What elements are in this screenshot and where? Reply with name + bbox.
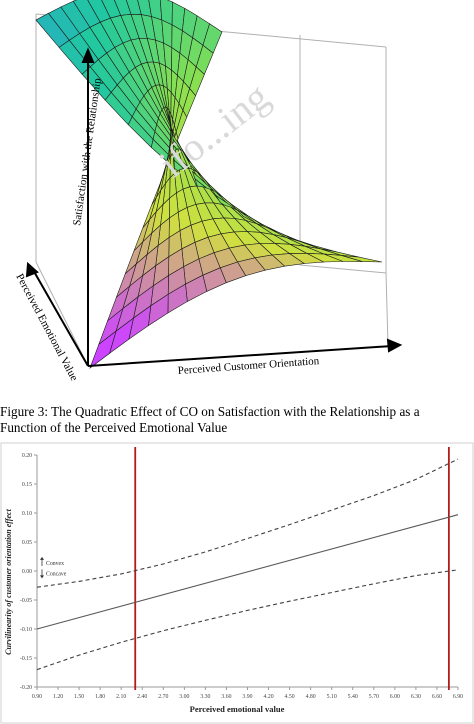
caption-line: Figure 3: The Quadratic Effect of CO on … bbox=[0, 404, 420, 419]
tick-labels: 0.20 0.15 0.10 0.05 0.00 -0.05 -0.10 -0.15 -0.20… bbox=[20, 453, 463, 700]
y-tick-label: 0.10 bbox=[22, 511, 32, 517]
caption-line: Function of the Perceived Emotional Valu… bbox=[0, 420, 228, 435]
y-axis-title: Curvilinearity of customer orientation e… bbox=[4, 508, 13, 654]
y-tick-label: 0.05 bbox=[22, 540, 32, 546]
x-axis-arrowhead bbox=[386, 338, 403, 353]
x-tick-label: 6.60 bbox=[432, 694, 442, 700]
y-tick-label: -0.15 bbox=[20, 656, 32, 662]
box-edge bbox=[35, 261, 89, 367]
y-tick-label: 0.15 bbox=[22, 482, 32, 488]
series-line-lower-bound bbox=[36, 569, 459, 671]
y-tick-label: -0.20 bbox=[20, 685, 32, 691]
x-tick-label: 1.50 bbox=[74, 694, 84, 700]
x-tick-label: 3.00 bbox=[179, 694, 189, 700]
x-tick-label: 5.40 bbox=[348, 694, 358, 700]
x-tick-label: 5.70 bbox=[369, 694, 379, 700]
x-tick-label: 3.60 bbox=[221, 694, 231, 700]
x-tick-label: 6.90 bbox=[453, 694, 463, 700]
arrowhead-icon bbox=[40, 556, 44, 560]
z-axis-arrowhead bbox=[81, 47, 95, 63]
x-tick-label: 5.10 bbox=[327, 694, 337, 700]
series-line-upper-bound bbox=[36, 458, 459, 588]
series-lines bbox=[36, 458, 459, 671]
series-line-estimate bbox=[36, 514, 459, 630]
curvilinearity-line-chart: 0.20 0.15 0.10 0.05 0.00 -0.05 -0.10 -0.15 -0.20… bbox=[0, 442, 474, 724]
x-tick-label: 2.70 bbox=[158, 694, 168, 700]
y-tick-label: 0.20 bbox=[22, 453, 32, 459]
x-tick-label: 2.40 bbox=[137, 694, 147, 700]
response-surface bbox=[35, 0, 383, 369]
x-axis-line bbox=[87, 345, 393, 367]
y-tick-label: 0.00 bbox=[22, 569, 32, 575]
x-tick-label: 4.80 bbox=[306, 694, 316, 700]
x-tick-label: 3.30 bbox=[200, 694, 210, 700]
x-axis-title: Perceived emotional value bbox=[190, 704, 285, 714]
x-tick-label: 1.80 bbox=[95, 694, 105, 700]
x-tick-label: 6.30 bbox=[411, 694, 421, 700]
annotation-label: Convex bbox=[46, 561, 64, 567]
x-tick-label: 4.20 bbox=[263, 694, 273, 700]
x-tick-label: 0.90 bbox=[32, 694, 42, 700]
x-tick-label: 6.00 bbox=[390, 694, 400, 700]
y-tick-label: -0.05 bbox=[20, 598, 32, 604]
surface-plot-figure: Satisfaction with the Relationship Perce… bbox=[13, 0, 403, 383]
x-tick-label: 4.50 bbox=[285, 694, 295, 700]
box-edge bbox=[385, 272, 389, 346]
arrowhead-icon bbox=[40, 575, 44, 579]
y-axis-arrowhead bbox=[25, 261, 39, 278]
axes-arrows bbox=[25, 47, 403, 367]
y-axis-label: Perceived Emotional Value bbox=[13, 272, 80, 383]
surface-cell bbox=[341, 255, 383, 263]
box-edge bbox=[299, 264, 387, 274]
annotation-label: Concave bbox=[46, 571, 67, 577]
y-tick-label: -0.10 bbox=[20, 627, 32, 633]
x-tick-label: 2.10 bbox=[116, 694, 126, 700]
x-tick-label: 3.90 bbox=[242, 694, 252, 700]
chart-frame bbox=[0, 442, 474, 724]
y-axis-line bbox=[31, 267, 89, 367]
figure-caption: Figure 3: The Quadratic Effect of CO on … bbox=[0, 404, 474, 436]
x-tick-label: 1.20 bbox=[53, 694, 63, 700]
chart-axes bbox=[34, 454, 459, 690]
boundary-lines bbox=[134, 447, 450, 690]
surface-cell bbox=[89, 330, 117, 369]
annotations: Convex Concave bbox=[40, 556, 67, 579]
